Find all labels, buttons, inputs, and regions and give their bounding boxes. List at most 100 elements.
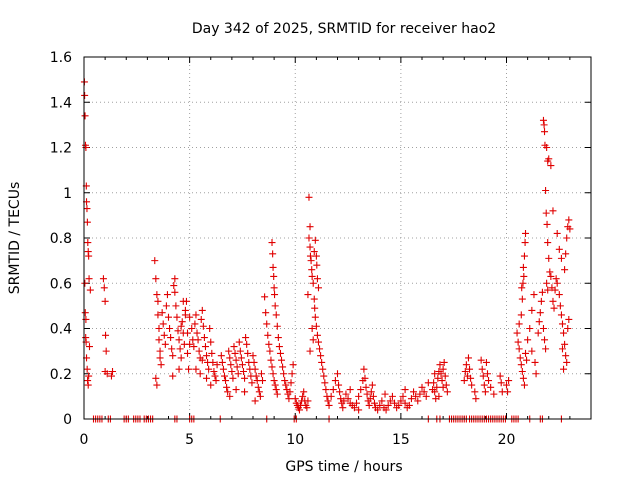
data-point bbox=[152, 275, 160, 283]
data-point bbox=[368, 381, 376, 389]
data-point bbox=[289, 361, 297, 369]
data-point bbox=[101, 297, 109, 305]
data-point bbox=[545, 155, 553, 163]
data-point bbox=[530, 291, 538, 299]
data-point bbox=[565, 315, 573, 323]
data-point bbox=[540, 121, 548, 129]
data-point bbox=[310, 295, 318, 303]
data-point bbox=[272, 311, 280, 319]
data-point bbox=[261, 293, 269, 301]
data-point bbox=[151, 257, 159, 265]
data-point bbox=[467, 374, 475, 382]
data-point bbox=[193, 329, 201, 337]
data-point bbox=[265, 340, 273, 348]
data-point bbox=[281, 377, 289, 385]
data-point bbox=[344, 395, 352, 403]
data-point bbox=[320, 372, 328, 380]
data-point bbox=[269, 263, 277, 271]
data-point bbox=[176, 345, 184, 353]
data-point bbox=[538, 288, 546, 296]
data-point bbox=[81, 112, 89, 120]
y-tick-label: 0.8 bbox=[50, 231, 72, 247]
data-point bbox=[433, 383, 441, 391]
data-point bbox=[226, 392, 234, 400]
data-point bbox=[346, 386, 354, 394]
data-point bbox=[308, 272, 316, 280]
data-point bbox=[263, 320, 271, 328]
data-point bbox=[198, 356, 206, 364]
data-point bbox=[268, 363, 276, 371]
data-point bbox=[186, 313, 194, 321]
data-point bbox=[395, 401, 403, 409]
data-point bbox=[434, 374, 442, 382]
data-point bbox=[173, 313, 181, 321]
data-point bbox=[496, 372, 504, 380]
data-point bbox=[541, 336, 549, 344]
data-point bbox=[439, 365, 447, 373]
data-point bbox=[515, 345, 523, 353]
data-point bbox=[381, 390, 389, 398]
data-point bbox=[312, 322, 320, 330]
data-point bbox=[83, 218, 91, 226]
data-point bbox=[503, 381, 510, 389]
data-point bbox=[237, 354, 245, 362]
data-point bbox=[156, 354, 164, 362]
data-point bbox=[192, 365, 200, 373]
x-tick-label: 0 bbox=[80, 432, 89, 448]
data-point bbox=[552, 275, 560, 283]
data-point bbox=[271, 381, 279, 389]
data-point bbox=[410, 388, 418, 396]
data-point bbox=[285, 395, 293, 403]
data-point bbox=[485, 377, 493, 385]
data-point bbox=[161, 340, 169, 348]
data-point bbox=[311, 236, 319, 244]
data-point bbox=[266, 347, 274, 355]
data-point bbox=[306, 243, 314, 251]
data-point bbox=[257, 370, 265, 378]
data-point bbox=[490, 390, 498, 398]
data-point bbox=[184, 349, 192, 357]
data-point bbox=[497, 379, 505, 387]
data-point bbox=[443, 388, 451, 396]
data-point bbox=[306, 223, 314, 231]
data-point bbox=[233, 363, 241, 371]
data-point bbox=[314, 338, 322, 346]
data-point bbox=[84, 239, 92, 247]
data-point bbox=[84, 381, 92, 389]
data-point bbox=[308, 266, 316, 274]
data-point bbox=[159, 320, 167, 328]
data-point bbox=[355, 406, 363, 414]
y-tick-label: 0.6 bbox=[50, 276, 72, 292]
data-point bbox=[177, 354, 185, 362]
data-point bbox=[304, 291, 312, 299]
data-point bbox=[441, 372, 449, 380]
data-point bbox=[478, 365, 486, 373]
data-point bbox=[561, 340, 569, 348]
data-point bbox=[195, 347, 203, 355]
data-point bbox=[361, 374, 369, 382]
data-point bbox=[566, 225, 574, 233]
data-point bbox=[430, 379, 438, 387]
data-point bbox=[208, 349, 216, 357]
data-point bbox=[299, 392, 307, 400]
data-point bbox=[316, 345, 324, 353]
data-point bbox=[517, 311, 525, 319]
data-point bbox=[520, 381, 528, 389]
data-point bbox=[100, 284, 108, 292]
data-point bbox=[229, 374, 237, 382]
data-point bbox=[336, 388, 344, 396]
data-point bbox=[166, 325, 174, 332]
data-point bbox=[471, 388, 479, 396]
data-point bbox=[217, 352, 225, 360]
data-point bbox=[339, 404, 347, 412]
data-point bbox=[155, 325, 163, 332]
data-point bbox=[414, 397, 422, 405]
data-point bbox=[223, 383, 231, 391]
data-point bbox=[269, 370, 277, 378]
data-point bbox=[420, 388, 428, 396]
data-point bbox=[334, 370, 341, 378]
data-point bbox=[280, 370, 288, 378]
data-point bbox=[310, 248, 318, 256]
data-point bbox=[461, 367, 469, 375]
data-point bbox=[479, 372, 487, 380]
